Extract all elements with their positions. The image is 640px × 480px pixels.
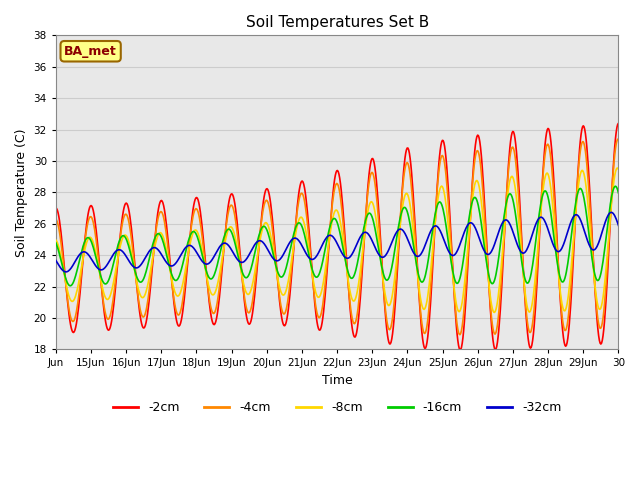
- Line: -4cm: -4cm: [56, 139, 618, 335]
- -2cm: [250, 306, 257, 312]
- -8cm: [491, 310, 499, 315]
- -32cm: [614, 223, 622, 228]
- -32cm: [428, 227, 435, 233]
- -4cm: [427, 284, 435, 290]
- -4cm: [221, 230, 229, 236]
- -32cm: [119, 249, 127, 254]
- -4cm: [52, 216, 60, 222]
- -8cm: [427, 268, 435, 274]
- -8cm: [271, 255, 278, 261]
- Title: Soil Temperatures Set B: Soil Temperatures Set B: [246, 15, 429, 30]
- Line: -32cm: -32cm: [56, 212, 618, 272]
- -16cm: [271, 260, 279, 266]
- -4cm: [250, 294, 257, 300]
- -4cm: [271, 246, 278, 252]
- -8cm: [614, 167, 622, 172]
- -16cm: [612, 183, 620, 189]
- -8cm: [221, 238, 229, 244]
- -16cm: [428, 236, 435, 241]
- -2cm: [271, 239, 278, 245]
- -32cm: [396, 226, 404, 232]
- Y-axis label: Soil Temperature (C): Soil Temperature (C): [15, 128, 28, 257]
- -32cm: [271, 257, 279, 263]
- Line: -16cm: -16cm: [56, 186, 618, 286]
- -4cm: [614, 136, 621, 142]
- Line: -8cm: -8cm: [56, 168, 618, 312]
- -16cm: [614, 190, 622, 196]
- -16cm: [250, 254, 258, 260]
- -2cm: [52, 205, 60, 211]
- -16cm: [396, 216, 404, 222]
- -2cm: [427, 298, 435, 304]
- -32cm: [62, 269, 70, 275]
- X-axis label: Time: Time: [322, 374, 353, 387]
- -32cm: [607, 209, 615, 215]
- -4cm: [456, 332, 464, 337]
- -8cm: [52, 237, 60, 243]
- -2cm: [221, 229, 229, 235]
- -2cm: [614, 120, 622, 126]
- Legend: -2cm, -4cm, -8cm, -16cm, -32cm: -2cm, -4cm, -8cm, -16cm, -32cm: [108, 396, 566, 420]
- -4cm: [396, 232, 403, 238]
- -16cm: [67, 283, 74, 288]
- -16cm: [222, 229, 230, 235]
- -8cm: [396, 233, 403, 239]
- -32cm: [250, 243, 258, 249]
- -4cm: [118, 223, 125, 229]
- Text: BA_met: BA_met: [64, 45, 117, 58]
- -2cm: [118, 218, 125, 224]
- -32cm: [222, 240, 230, 246]
- -16cm: [52, 240, 60, 246]
- -2cm: [396, 237, 403, 243]
- -8cm: [250, 278, 257, 284]
- -2cm: [456, 347, 464, 353]
- -4cm: [614, 136, 622, 142]
- -32cm: [52, 258, 60, 264]
- -8cm: [118, 238, 125, 243]
- -16cm: [119, 233, 127, 239]
- Line: -2cm: -2cm: [56, 123, 618, 350]
- -8cm: [614, 165, 621, 171]
